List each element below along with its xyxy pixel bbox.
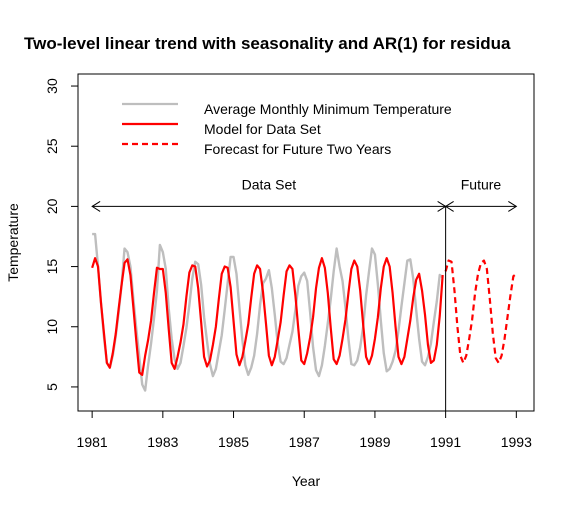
x-tick-label: 1993	[501, 434, 532, 450]
legend-label: Average Monthly Minimum Temperature	[204, 101, 452, 117]
x-tick-label: 1981	[77, 434, 108, 450]
series-line	[91, 257, 444, 376]
annotation-layer: Data Set Future	[91, 176, 518, 411]
x-axis: 1981 1983 1985 1987 1989 1991 1993	[77, 410, 532, 450]
future-label: Future	[461, 176, 502, 192]
y-tick-label: 10	[44, 319, 60, 335]
legend-label: Model for Data Set	[204, 121, 321, 137]
legend: Average Monthly Minimum Temperature Model…	[122, 101, 452, 157]
legend-label: Forecast for Future Two Years	[204, 141, 391, 157]
y-tick-label: 30	[44, 78, 60, 94]
x-tick-label: 1991	[430, 434, 461, 450]
y-axis-label: Temperature	[5, 203, 21, 282]
x-tick-label: 1983	[147, 434, 178, 450]
x-tick-label: 1989	[359, 434, 390, 450]
data-set-arrow-head-left	[91, 200, 101, 212]
x-axis-label: Year	[292, 473, 321, 489]
data-set-label: Data Set	[242, 176, 297, 192]
y-tick-label: 20	[44, 198, 60, 214]
x-tick-label: 1987	[289, 434, 320, 450]
y-tick-label: 15	[44, 259, 60, 275]
chart-title: Two-level linear trend with seasonality …	[24, 34, 511, 53]
y-tick-label: 25	[44, 138, 60, 154]
y-axis: 5 10 15 20 25 30	[44, 78, 79, 391]
future-arrow-head-right	[508, 200, 518, 212]
x-tick-label: 1985	[218, 434, 249, 450]
series-line	[444, 259, 518, 364]
series-layer	[91, 232, 518, 392]
y-tick-label: 5	[44, 383, 60, 391]
future-arrow-head-left	[444, 200, 454, 212]
series-line	[92, 232, 444, 392]
